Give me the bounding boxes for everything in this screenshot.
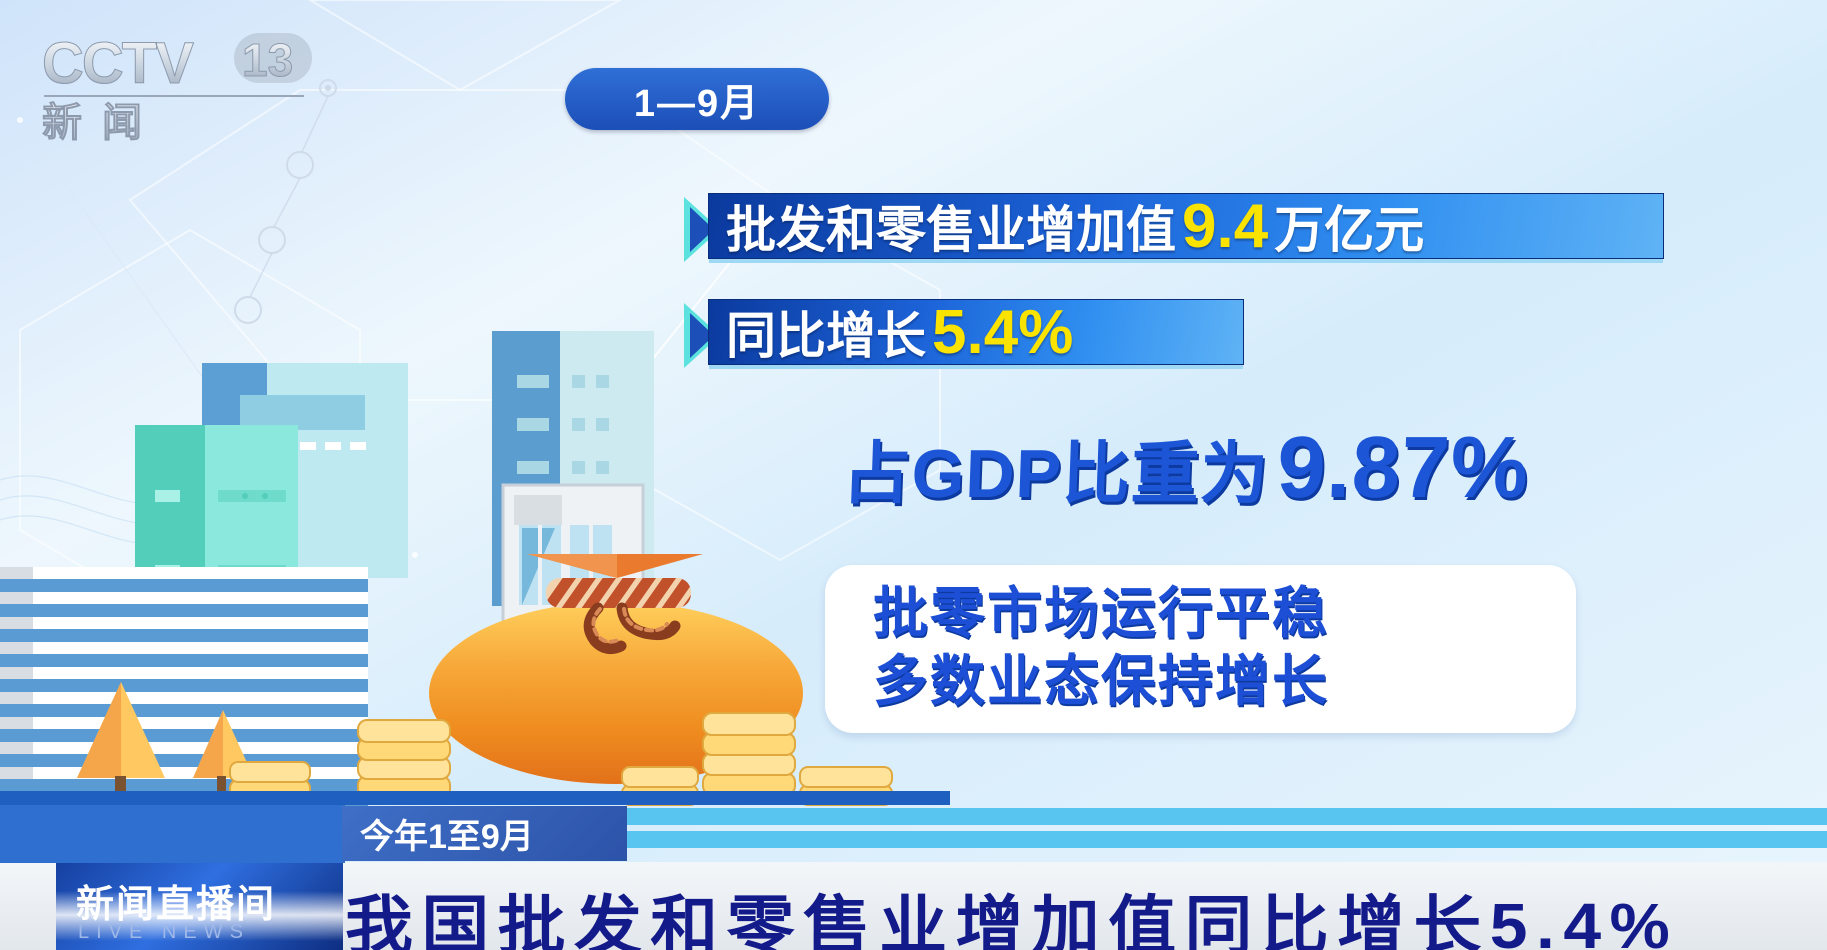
- svg-text:新闻: 新闻: [42, 101, 162, 145]
- svg-text:13: 13: [242, 34, 293, 86]
- svg-text:CCTV: CCTV: [42, 31, 194, 96]
